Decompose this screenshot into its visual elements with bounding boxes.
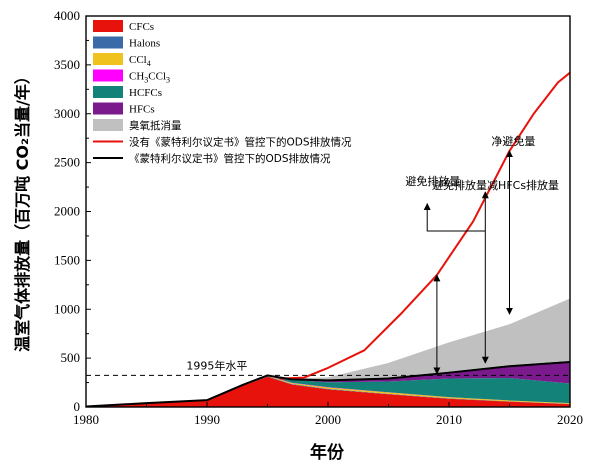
legend-label-8: 《蒙特利尔议定书》管控下的ODS排放情况	[129, 152, 331, 165]
x-tick-label: 2000	[315, 412, 341, 427]
y-tick-label: 500	[61, 350, 81, 365]
legend-label-5: HFCs	[129, 104, 155, 116]
legend-label-6: 臭氧抵消量	[129, 119, 182, 132]
legend: CFCs Halons CCl4 CH3CCl3 HCFCs HFCs 臭氧抵消量没有《蒙特…	[93, 20, 352, 165]
legend-label-3: CH3CCl3	[129, 71, 170, 85]
x-tick-label: 1990	[194, 412, 220, 427]
y-tick-label: 1500	[54, 252, 80, 267]
y-tick-label: 4000	[54, 8, 80, 23]
legend-label-2: CCl4	[129, 54, 151, 68]
annotation-label-0: 避免排放量	[405, 174, 460, 188]
x-tick-label: 2010	[436, 412, 462, 427]
y-tick-label: 3000	[54, 106, 80, 121]
legend-swatch-6	[93, 119, 123, 131]
legend-swatch-3	[93, 69, 123, 82]
y-tick-label: 2000	[54, 204, 80, 219]
annotation-label-1: 避免排放量减HFCs排放量	[432, 178, 559, 192]
legend-swatch-2	[93, 53, 123, 65]
x-axis-title: 年份	[310, 442, 345, 463]
y-tick-label: 3500	[54, 57, 80, 72]
line-series-1	[85, 361, 571, 408]
legend-swatch-5	[93, 102, 123, 115]
y-tick-label: 2500	[54, 155, 80, 170]
y-axis-title: 温室气体排放量（百万吨 CO₂当量/年）	[13, 68, 32, 353]
legend-swatch-4	[93, 86, 123, 98]
annotation-label-2: 净避免量	[491, 134, 535, 148]
legend-label-7: 没有《蒙特利尔议定书》管控下的ODS排放情况	[129, 136, 352, 149]
axis-ticks: 1980 1990 2000 2010 2020 0 500 1000 1500 2000 2500…	[54, 8, 583, 427]
legend-label-1: Halons	[129, 38, 160, 50]
area-series-4	[86, 375, 570, 407]
annotation-connector-1	[423, 202, 486, 232]
y-tick-label: 0	[74, 399, 81, 414]
legend-label-4: HCFCs	[129, 87, 162, 99]
x-tick-label: 2020	[557, 412, 583, 427]
area-series-0	[86, 376, 570, 407]
area-series-6	[86, 298, 570, 407]
legend-swatch-0	[93, 20, 123, 32]
legend-label-0: CFCs	[129, 21, 154, 33]
stacked-areas	[86, 298, 570, 407]
reference-line-label: 1995年水平	[186, 358, 247, 372]
x-tick-label: 1980	[73, 412, 99, 427]
y-tick-label: 1000	[54, 301, 80, 316]
legend-swatch-1	[93, 36, 123, 49]
